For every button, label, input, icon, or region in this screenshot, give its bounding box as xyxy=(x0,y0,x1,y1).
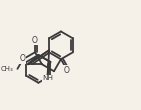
Text: O: O xyxy=(19,54,25,63)
Text: O: O xyxy=(32,36,38,45)
Text: O: O xyxy=(64,66,70,75)
Text: CH₃: CH₃ xyxy=(0,66,13,72)
Text: NH: NH xyxy=(43,75,54,81)
